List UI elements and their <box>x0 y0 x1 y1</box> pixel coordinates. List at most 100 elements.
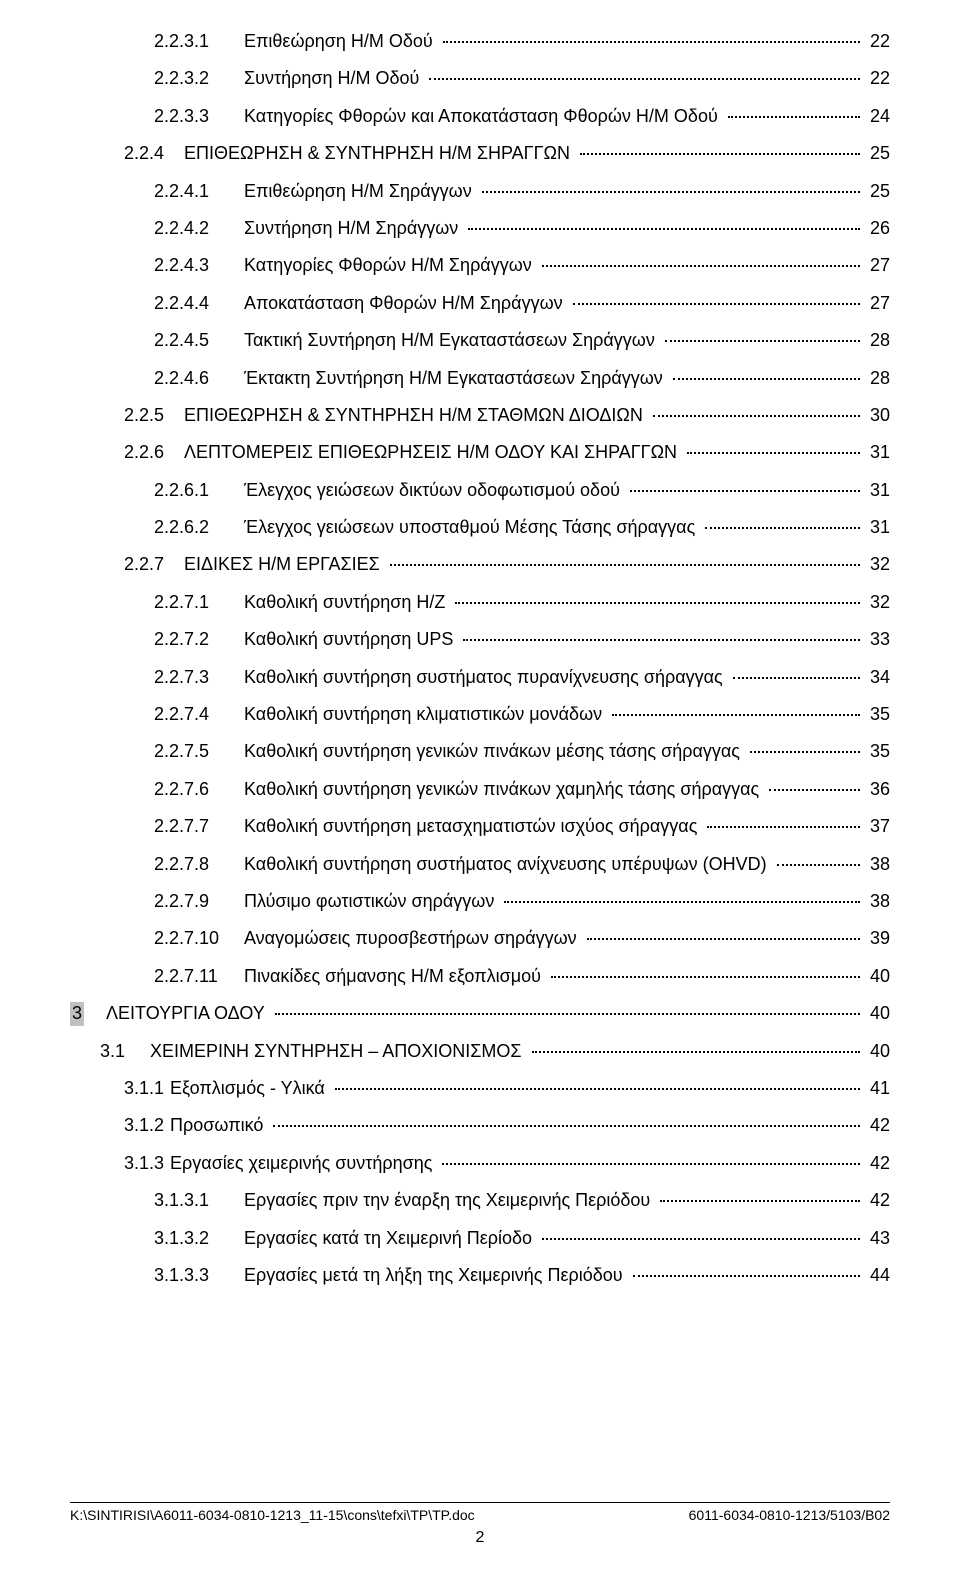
toc-leader-dots <box>542 1238 860 1240</box>
toc-entry: 3.1.3.2Εργασίες κατά τη Χειμερινή Περίοδ… <box>70 1227 890 1250</box>
toc-entry: 3.1.3.1Εργασίες πριν την έναρξη της Χειμ… <box>70 1189 890 1212</box>
footer-pagenum: 2 <box>70 1529 890 1547</box>
toc-num: 2.2.6 <box>124 441 184 464</box>
toc-num: 2.2.4.2 <box>154 217 244 240</box>
toc-num: 2.2.6.1 <box>154 479 244 502</box>
toc-page: 32 <box>864 591 890 614</box>
toc-title: Καθολική συντήρηση UPS <box>244 628 459 651</box>
toc-title: ΧΕΙΜΕΡΙΝΗ ΣΥΝΤΗΡΗΣΗ – ΑΠΟΧΙΟΝΙΣΜΟΣ <box>150 1040 528 1063</box>
toc-page: 33 <box>864 628 890 651</box>
toc-title: Καθολική συντήρηση συστήματος πυρανίχνευ… <box>244 666 729 689</box>
toc-entry: 2.2.7.4Καθολική συντήρηση κλιματιστικών … <box>70 703 890 726</box>
toc-entry: 2.2.4ΕΠΙΘΕΩΡΗΣΗ & ΣΥΝΤΗΡΗΣΗ Η/Μ ΣΗΡΑΓΓΩΝ… <box>70 142 890 165</box>
toc-leader-dots <box>630 490 860 492</box>
toc-page: 44 <box>864 1264 890 1287</box>
toc-leader-dots <box>728 116 860 118</box>
toc-num: 2.2.7.8 <box>154 853 244 876</box>
toc-entry: 3.1.1Εξοπλισμός - Υλικά 41 <box>70 1077 890 1100</box>
toc-title: Έκτακτη Συντήρηση Η/Μ Εγκαταστάσεων Σηρά… <box>244 367 669 390</box>
toc-page: 24 <box>864 105 890 128</box>
toc-num: 3.1.1 <box>124 1077 170 1100</box>
toc-page: 42 <box>864 1114 890 1137</box>
toc-num: 3.1.3.2 <box>154 1227 244 1250</box>
toc-entry: 2.2.3.2Συντήρηση Η/Μ Οδού22 <box>70 67 890 90</box>
toc-title: Καθολική συντήρηση γενικών πινάκων χαμηλ… <box>244 778 765 801</box>
toc-title: Επιθεώρηση Η/Μ Οδού <box>244 30 439 53</box>
toc-leader-dots <box>660 1200 860 1202</box>
toc-entry: 3.1ΧΕΙΜΕΡΙΝΗ ΣΥΝΤΗΡΗΣΗ – ΑΠΟΧΙΟΝΙΣΜΟΣ 40 <box>70 1040 890 1063</box>
toc-entry: 2.2.7.9Πλύσιμο φωτιστικών σηράγγων 38 <box>70 890 890 913</box>
toc-leader-dots <box>455 602 860 604</box>
toc-num: 2.2.7.4 <box>154 703 244 726</box>
toc-title: Αναγομώσεις πυροσβεστήρων σηράγγων <box>244 927 583 950</box>
toc-num: 2.2.5 <box>124 404 184 427</box>
toc-entry: 2.2.6ΛΕΠΤΟΜΕΡΕΙΣ ΕΠΙΘΕΩΡΗΣΕΙΣ Η/Μ ΟΔΟΥ Κ… <box>70 441 890 464</box>
toc-title: Προσωπικό <box>170 1114 269 1137</box>
toc-entry: 2.2.7.3Καθολική συντήρηση συστήματος πυρ… <box>70 666 890 689</box>
toc-title: Καθολική συντήρηση μετασχηματιστών ισχύο… <box>244 815 703 838</box>
toc-entry: 2.2.7.8Καθολική συντήρηση συστήματος ανί… <box>70 853 890 876</box>
toc-leader-dots <box>612 714 860 716</box>
toc-leader-dots <box>750 751 860 753</box>
toc-page: 40 <box>864 965 890 988</box>
toc-num: 3 <box>70 1002 106 1025</box>
toc-page: 30 <box>864 404 890 427</box>
toc-page: 25 <box>864 180 890 203</box>
toc-num: 2.2.7.3 <box>154 666 244 689</box>
toc-title: ΕΠΙΘΕΩΡΗΣΗ & ΣΥΝΤΗΡΗΣΗ Η/Μ ΣΤΑΘΜΩΝ ΔΙΟΔΙ… <box>184 404 649 427</box>
toc-leader-dots <box>687 452 860 454</box>
toc-page: 41 <box>864 1077 890 1100</box>
toc-leader-dots <box>442 1163 860 1165</box>
toc-page: 27 <box>864 254 890 277</box>
toc-leader-dots <box>573 303 860 305</box>
toc-entry: 3.1.2Προσωπικό42 <box>70 1114 890 1137</box>
toc-title: ΕΠΙΘΕΩΡΗΣΗ & ΣΥΝΤΗΡΗΣΗ Η/Μ ΣΗΡΑΓΓΩΝ <box>184 142 576 165</box>
toc-entry: 2.2.7.7Καθολική συντήρηση μετασχηματιστώ… <box>70 815 890 838</box>
toc-num: 2.2.3.2 <box>154 67 244 90</box>
toc-leader-dots <box>733 677 860 679</box>
toc-page: 38 <box>864 890 890 913</box>
toc-entry: 2.2.7.10Αναγομώσεις πυροσβεστήρων σηράγγ… <box>70 927 890 950</box>
toc-num: 2.2.4.5 <box>154 329 244 352</box>
toc-leader-dots <box>429 78 860 80</box>
toc-page: 27 <box>864 292 890 315</box>
toc-leader-dots <box>633 1275 860 1277</box>
toc-entry: 2.2.4.2Συντήρηση Η/Μ Σηράγγων26 <box>70 217 890 240</box>
toc-title: Καθολική συντήρηση Η/Ζ <box>244 591 451 614</box>
toc-title: Εργασίες μετά τη λήξη της Χειμερινής Περ… <box>244 1264 629 1287</box>
toc-entry: 2.2.6.1Έλεγχος γειώσεων δικτύων οδοφωτισ… <box>70 479 890 502</box>
toc-page: 43 <box>864 1227 890 1250</box>
toc-entry: 3.1.3.3Εργασίες μετά τη λήξη της Χειμερι… <box>70 1264 890 1287</box>
toc-page: 40 <box>864 1040 890 1063</box>
toc-num: 2.2.7.1 <box>154 591 244 614</box>
toc-entry: 2.2.3.3Κατηγορίες Φθορών και Αποκατάστασ… <box>70 105 890 128</box>
toc-page: 31 <box>864 479 890 502</box>
toc-leader-dots <box>504 901 860 903</box>
toc-title: ΕΙΔΙΚΕΣ Η/Μ ΕΡΓΑΣΙΕΣ <box>184 553 386 576</box>
toc-page: 42 <box>864 1189 890 1212</box>
toc-num: 2.2.7.11 <box>154 965 244 988</box>
toc-num: 2.2.6.2 <box>154 516 244 539</box>
footer-path: K:\SINTIRISI\A6011-6034-0810-1213_11-15\… <box>70 1507 475 1523</box>
toc-page: 36 <box>864 778 890 801</box>
toc-page: 26 <box>864 217 890 240</box>
toc-num: 3.1 <box>100 1040 150 1063</box>
toc-title: Εξοπλισμός - Υλικά <box>170 1077 331 1100</box>
toc-entry: 2.2.3.1Επιθεώρηση Η/Μ Οδού22 <box>70 30 890 53</box>
toc-title: Πλύσιμο φωτιστικών σηράγγων <box>244 890 500 913</box>
toc-page: 40 <box>864 1002 890 1025</box>
toc-entry: 2.2.4.5Τακτική Συντήρηση Η/Μ Εγκαταστάσε… <box>70 329 890 352</box>
toc-page: 38 <box>864 853 890 876</box>
toc-num: 2.2.4 <box>124 142 184 165</box>
toc-entry: 2.2.7.2Καθολική συντήρηση UPS 33 <box>70 628 890 651</box>
toc-num: 2.2.7.2 <box>154 628 244 651</box>
toc-page: 31 <box>864 441 890 464</box>
toc-page: 22 <box>864 30 890 53</box>
toc-leader-dots <box>769 789 860 791</box>
toc-num: 2.2.7.9 <box>154 890 244 913</box>
toc-entry: 2.2.6.2Έλεγχος γειώσεων υποσταθμού Μέσης… <box>70 516 890 539</box>
toc-entry: 2.2.4.3Κατηγορίες Φθορών Η/Μ Σηράγγων27 <box>70 254 890 277</box>
toc-entry: 2.2.4.4Αποκατάσταση Φθορών Η/Μ Σηράγγων2… <box>70 292 890 315</box>
toc-title: Έλεγχος γειώσεων δικτύων οδοφωτισμού οδο… <box>244 479 626 502</box>
toc-num: 3.1.3.1 <box>154 1189 244 1212</box>
